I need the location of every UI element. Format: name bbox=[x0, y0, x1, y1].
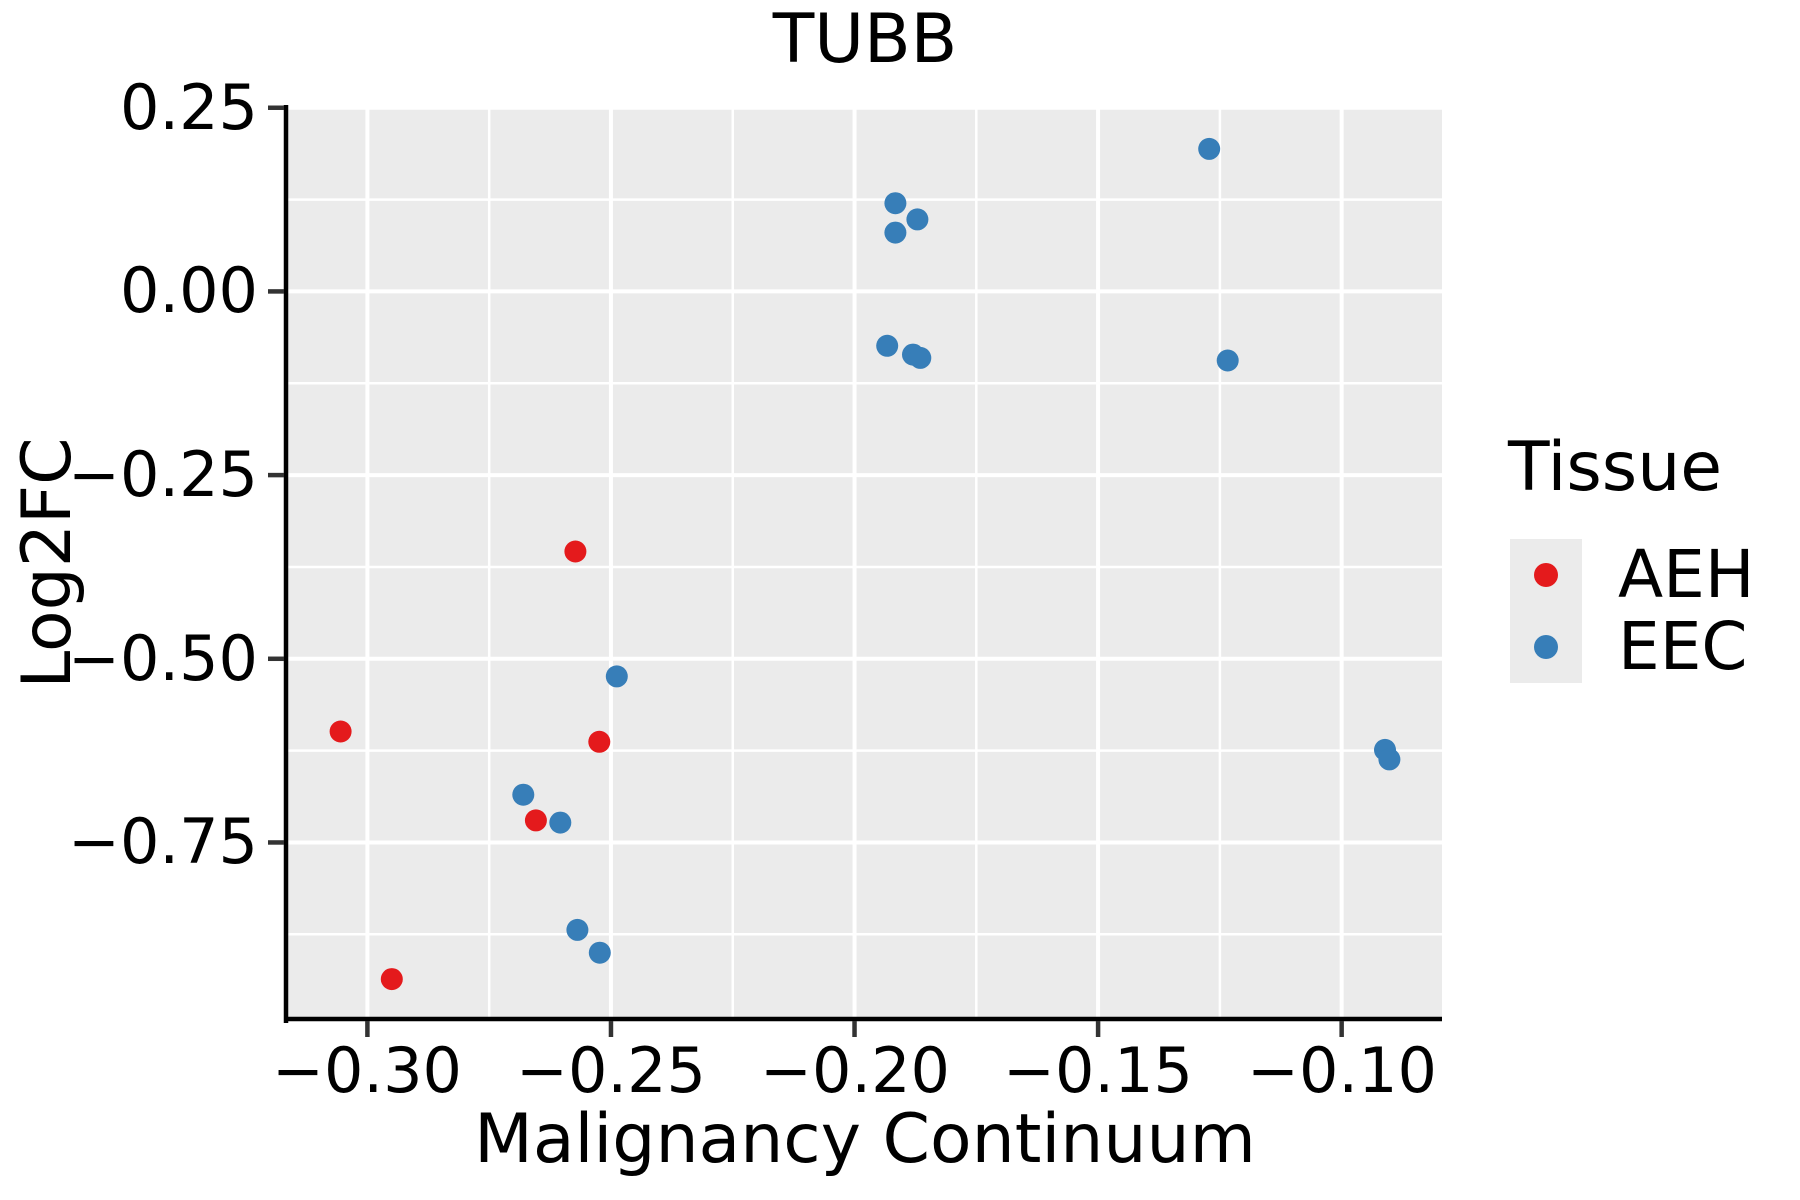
y-axis-label: Log2FC bbox=[8, 437, 87, 689]
data-point-eec bbox=[605, 665, 628, 688]
x-axis-label: Malignancy Continuum bbox=[474, 1100, 1256, 1179]
data-point-eec bbox=[884, 192, 907, 215]
data-point-eec bbox=[906, 208, 929, 231]
data-point-eec bbox=[512, 783, 535, 806]
x-tick-label: −0.25 bbox=[516, 1034, 706, 1107]
y-tick-label: −0.50 bbox=[68, 622, 258, 695]
x-tick-label: −0.30 bbox=[272, 1034, 462, 1107]
y-tick-label: 0.00 bbox=[119, 254, 258, 327]
data-point-aeh bbox=[329, 720, 352, 743]
data-point-eec bbox=[549, 811, 572, 834]
y-tick-label: 0.25 bbox=[119, 71, 258, 144]
plot-title: TUBB bbox=[772, 0, 958, 79]
legend-label-eec: EEC bbox=[1618, 608, 1748, 686]
x-tick-label: −0.15 bbox=[1003, 1034, 1193, 1107]
plot-panel bbox=[288, 107, 1442, 1021]
legend-item-aeh: AEH bbox=[1510, 536, 1755, 614]
data-point-aeh bbox=[564, 540, 587, 563]
legend-title: Tissue bbox=[1508, 428, 1723, 507]
legend-item-eec: EEC bbox=[1510, 608, 1754, 686]
legend-key-aeh bbox=[1510, 539, 1582, 612]
legend: Tissue AEH EEC bbox=[1506, 428, 1755, 686]
legend-label-aeh: AEH bbox=[1618, 536, 1755, 614]
aeh-marker-icon bbox=[1534, 563, 1558, 588]
data-point-eec bbox=[1198, 137, 1221, 160]
eec-marker-icon bbox=[1534, 635, 1558, 660]
data-point-eec bbox=[566, 918, 589, 941]
data-point-eec bbox=[1216, 349, 1239, 372]
y-tick-label: −0.75 bbox=[68, 805, 258, 878]
data-point-aeh bbox=[588, 730, 611, 753]
data-point-eec bbox=[876, 334, 899, 357]
data-point-eec bbox=[588, 941, 611, 964]
data-point-aeh bbox=[380, 968, 403, 991]
data-point-aeh bbox=[524, 809, 547, 832]
data-point-eec bbox=[1378, 748, 1401, 771]
legend-key-eec bbox=[1510, 611, 1582, 684]
data-point-eec bbox=[884, 221, 907, 244]
x-tick-label: −0.20 bbox=[760, 1034, 950, 1107]
data-point-eec bbox=[909, 346, 932, 369]
x-tick-label: −0.10 bbox=[1247, 1034, 1437, 1107]
y-tick-label: −0.25 bbox=[68, 438, 258, 511]
